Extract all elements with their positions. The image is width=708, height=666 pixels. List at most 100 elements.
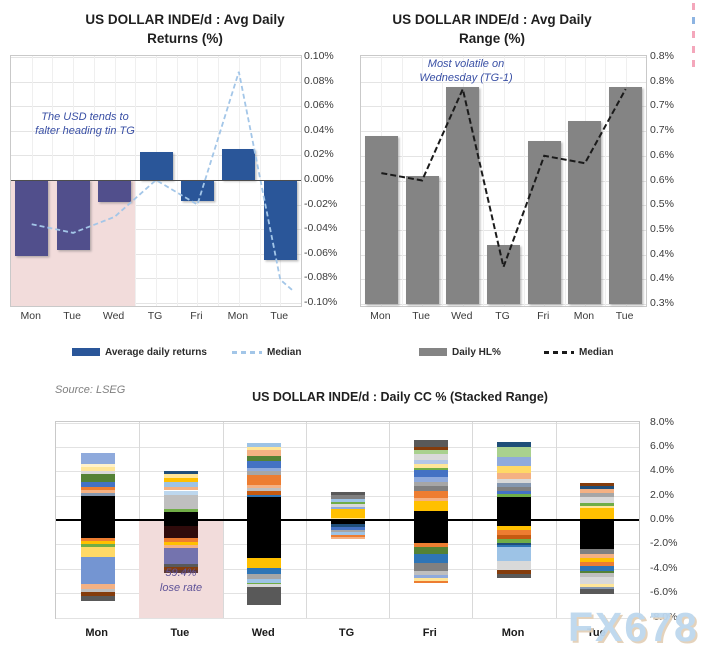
y-tick-label: 0.02%	[304, 148, 334, 161]
bar-segment	[580, 554, 615, 559]
bar-segment	[247, 582, 282, 585]
bar-segment	[497, 442, 532, 448]
bar-segment	[247, 557, 282, 568]
bar-segment	[497, 482, 532, 487]
grid-line-v	[139, 422, 141, 618]
grid-line-v	[472, 422, 474, 618]
x-category-label: Tue	[615, 310, 634, 322]
x-category-label: Tue	[586, 627, 606, 639]
returns-plot-area	[10, 55, 302, 307]
bar-segment	[413, 553, 448, 563]
bar-segment	[413, 477, 448, 483]
bar-segment	[330, 520, 365, 525]
grid-line-h	[11, 204, 301, 206]
grid-line-h	[361, 57, 646, 58]
bar-segment	[413, 482, 448, 486]
grid-line-h	[11, 303, 301, 304]
grid-line-v	[544, 56, 546, 306]
grid-line-h	[361, 180, 646, 182]
bar-segment	[497, 472, 532, 480]
bar-segment	[163, 508, 198, 512]
grid-line-h	[361, 81, 646, 83]
y-tick-label: 6.0%	[650, 439, 674, 452]
bar-segment	[330, 498, 365, 502]
range-title-line2: Range (%)	[458, 31, 525, 46]
returns-legend-bar-swatch	[72, 348, 100, 356]
grid-line-v	[555, 422, 557, 618]
grid-line-v	[93, 56, 95, 306]
grid-line-v	[52, 56, 54, 306]
y-tick-label: 0.6%	[650, 173, 674, 186]
grid-line-v	[523, 56, 525, 306]
y-tick-label: 4.0%	[650, 464, 674, 477]
x-category-label: Tue	[63, 310, 81, 322]
bar-segment	[80, 557, 115, 585]
bar-segment	[247, 484, 282, 489]
y-tick-label: -0.06%	[304, 246, 338, 259]
grid-line-h	[361, 229, 646, 231]
grid-line-v	[222, 422, 224, 618]
returns-legend-bar-label: Average daily returns	[105, 346, 207, 358]
x-category-label: Mon	[501, 627, 525, 639]
bar-segment	[580, 482, 615, 486]
x-category-label: Mon	[20, 310, 41, 322]
median-line	[31, 71, 294, 292]
grid-line-h	[56, 593, 639, 595]
range-legend-bar-swatch	[419, 348, 447, 356]
bar-segment	[80, 541, 115, 545]
bar	[364, 136, 398, 304]
grid-line-h	[11, 106, 301, 108]
x-category-label: Mon	[85, 627, 108, 639]
bar-segment	[163, 477, 198, 482]
bar-segment	[413, 470, 448, 478]
bar-segment	[580, 549, 615, 555]
y-tick-label: -0.08%	[304, 271, 338, 284]
bar-segment	[247, 443, 282, 447]
grid-line-v	[280, 56, 282, 306]
grid-line-v	[259, 56, 261, 306]
bar-segment	[247, 455, 282, 461]
bar-segment	[497, 547, 532, 562]
bar-segment	[497, 574, 532, 578]
y-tick-label: 0.06%	[304, 99, 334, 112]
bar-segment	[497, 561, 532, 571]
grid-line-h	[56, 422, 639, 424]
grid-line-v	[305, 422, 307, 618]
grid-line-v	[218, 56, 220, 306]
bar-segment	[330, 529, 365, 533]
bar-segment	[163, 487, 198, 491]
bar-segment	[80, 547, 115, 558]
bar-segment	[580, 561, 615, 567]
bar-segment	[580, 507, 615, 521]
grid-line-h	[11, 57, 301, 58]
x-category-label: TG	[338, 627, 355, 639]
bar-segment	[580, 485, 615, 490]
bar	[15, 180, 49, 257]
bar-segment	[580, 571, 615, 574]
bar-segment	[413, 574, 448, 579]
bar	[568, 121, 602, 304]
bar-segment	[80, 596, 115, 602]
bar-segment	[330, 501, 365, 505]
y-tick-label: -0.02%	[304, 197, 338, 210]
bar-segment	[247, 494, 282, 497]
x-category-label: Tue	[270, 310, 289, 322]
y-tick-label: -0.04%	[304, 222, 338, 235]
x-category-label: TG	[147, 310, 163, 322]
grid-line-v	[176, 56, 178, 306]
bar-segment	[497, 496, 532, 526]
bar-segment	[413, 500, 448, 511]
grid-line-h	[56, 544, 639, 546]
bar-segment	[80, 470, 115, 474]
bar-segment	[247, 574, 282, 580]
y-tick-label: 0.8%	[650, 74, 674, 87]
bar	[609, 86, 643, 304]
range-annotation-line2: Wednesday (TG-1)	[419, 72, 513, 84]
returns-title-line2: Returns (%)	[147, 31, 223, 46]
range-legend-item-bars: Daily HL%	[419, 346, 501, 358]
returns-title-line1: US DOLLAR INDE/d : Avg Daily	[85, 12, 285, 27]
returns-legend-median-swatch	[232, 350, 262, 354]
grid-line-h	[11, 180, 301, 181]
bar-segment	[80, 544, 115, 548]
bar-segment	[413, 580, 448, 583]
